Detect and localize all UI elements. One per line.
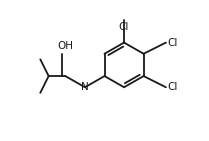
Text: Cl: Cl <box>167 38 178 48</box>
Text: Cl: Cl <box>119 22 129 32</box>
Text: N: N <box>81 82 89 92</box>
Text: Cl: Cl <box>167 82 178 92</box>
Text: OH: OH <box>57 41 73 51</box>
